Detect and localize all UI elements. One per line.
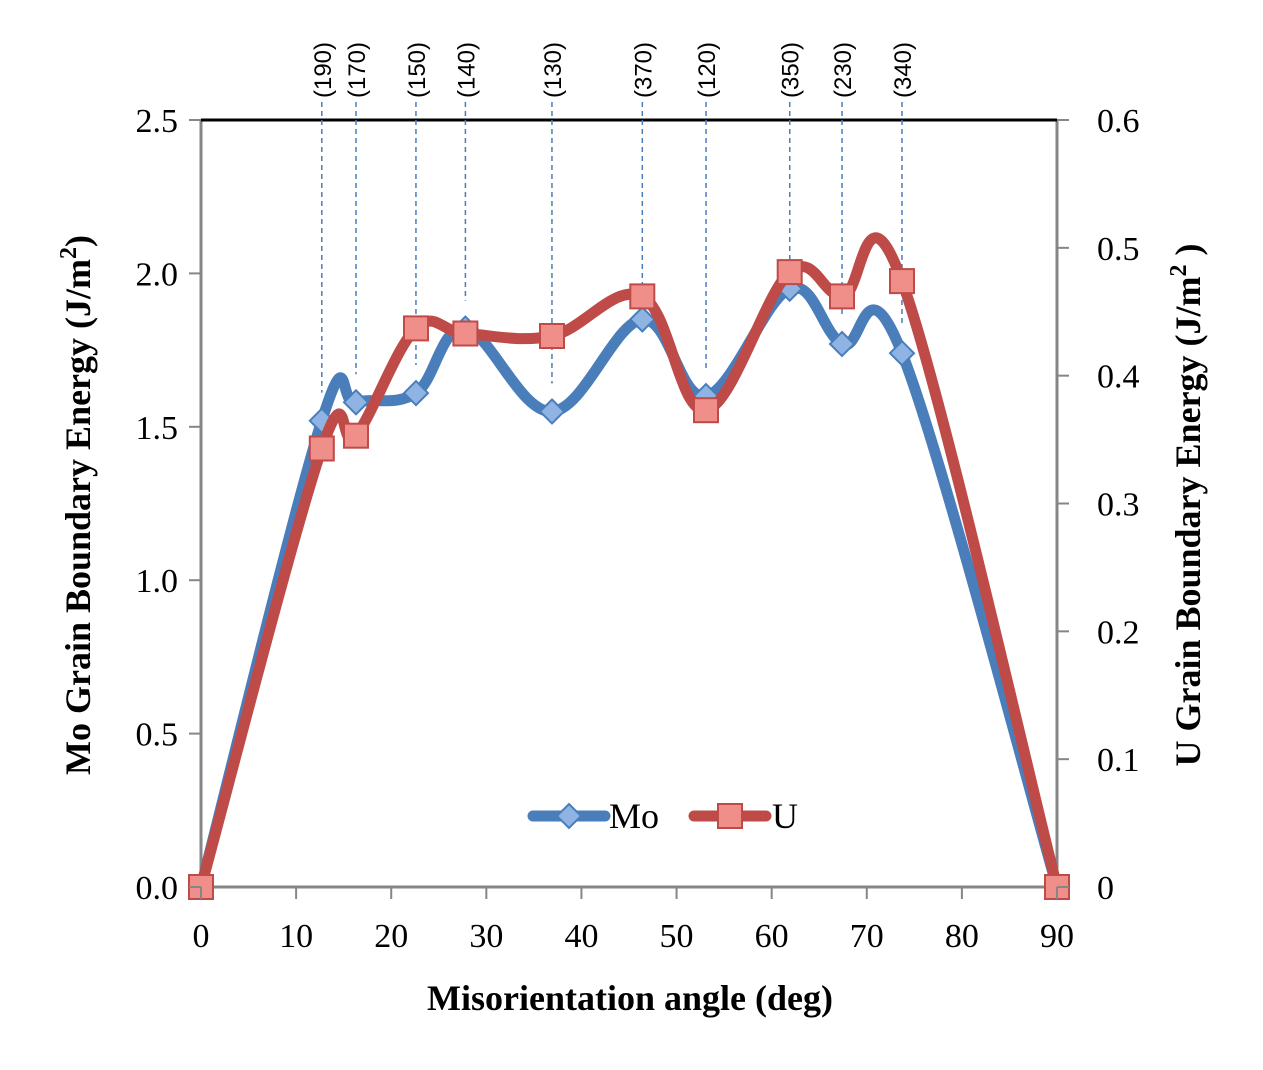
plane-label: (370) (630, 42, 657, 98)
data-point-mo (538, 398, 566, 425)
data-point-u (629, 283, 656, 310)
right-y-axis-title: U Grain Boundary Energy (J/m2 ) (1166, 243, 1208, 766)
legend: Mo U (527, 796, 798, 836)
data-point-mo (342, 388, 370, 416)
left-y-tick-label: 1.5 (136, 410, 179, 447)
plane-label: (120) (694, 42, 721, 98)
legend-mo-marker (555, 802, 583, 830)
left-y-tick-label: 2.5 (136, 103, 179, 140)
left-y-axis-title: Mo Grain Boundary Energy (J/m2) (56, 235, 98, 775)
x-tick-label: 10 (279, 918, 313, 955)
plane-label: (230) (830, 42, 857, 98)
plane-label: (340) (890, 42, 917, 98)
right-y-tick-label: 0.4 (1097, 359, 1140, 396)
plane-label: (130) (540, 42, 567, 98)
data-point-mo (402, 379, 430, 407)
data-point-u (343, 422, 369, 449)
x-axis-ticks: 0 10 20 30 40 50 60 70 80 90 (193, 887, 1074, 955)
left-y-tick-label: 1.0 (136, 563, 179, 600)
left-y-tick-label: 0.0 (136, 870, 179, 907)
right-y-tick-label: 0.5 (1097, 231, 1140, 268)
x-tick-label: 80 (945, 918, 979, 955)
x-tick-label: 20 (374, 918, 408, 955)
plane-label: (190) (310, 42, 337, 98)
right-y-tick-label: 0.3 (1097, 487, 1140, 524)
x-axis-title: Misorientation angle (deg) (427, 978, 833, 1018)
x-tick-label: 90 (1040, 918, 1074, 955)
plane-label: (140) (453, 42, 480, 98)
plane-labels: (190) (170) (150) (140) (130) (370) (120) (350)… (310, 42, 917, 98)
right-y-tick-label: 0.6 (1097, 103, 1140, 140)
left-y-tick-label: 2.0 (136, 256, 179, 293)
data-point-u (452, 320, 479, 347)
data-point-mo (628, 305, 656, 333)
plane-label: (150) (404, 42, 431, 98)
data-point-mo (888, 339, 916, 367)
data-point-u (829, 283, 855, 310)
right-y-tick-label: 0 (1097, 870, 1114, 907)
right-y-axis-ticks: 0 0.1 0.2 0.3 0.4 0.5 0.6 (1057, 103, 1140, 907)
data-point-u (776, 259, 803, 286)
data-point-u (539, 323, 565, 349)
left-y-axis-ticks: 0.0 0.5 1.0 1.5 2.0 2.5 (136, 103, 201, 907)
x-tick-label: 40 (564, 918, 598, 955)
legend-u-marker (717, 803, 743, 829)
x-tick-label: 70 (850, 918, 884, 955)
right-y-tick-label: 0.2 (1097, 614, 1140, 651)
x-tick-label: 0 (193, 918, 210, 955)
x-tick-label: 60 (755, 918, 789, 955)
x-tick-label: 50 (660, 918, 694, 955)
data-point-u (308, 435, 335, 462)
plane-label: (170) (344, 42, 371, 98)
series-mo-line (195, 282, 1063, 893)
data-point-u (693, 397, 719, 424)
series-u-line (195, 232, 1063, 893)
data-point-u (889, 268, 915, 295)
data-point-mo (828, 330, 856, 358)
right-y-tick-label: 0.1 (1097, 742, 1140, 779)
legend-u-label: U (772, 796, 798, 836)
left-y-tick-label: 0.5 (136, 717, 179, 754)
plot-frame (199, 118, 1059, 889)
legend-mo-label: Mo (609, 796, 659, 836)
data-point-u (403, 315, 429, 342)
plane-label: (350) (778, 42, 805, 98)
x-tick-label: 30 (469, 918, 503, 955)
